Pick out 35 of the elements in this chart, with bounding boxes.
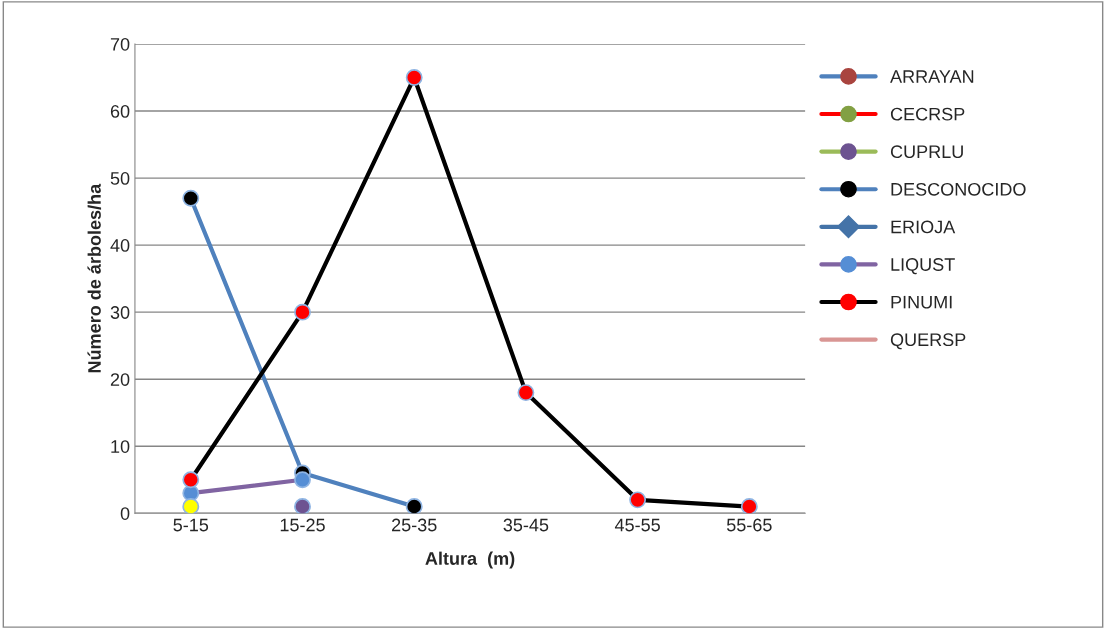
legend-label: CECRSP (890, 107, 965, 121)
point (517, 384, 535, 402)
point (182, 189, 200, 207)
legend-label: CUPRLU (890, 145, 963, 159)
point (629, 491, 647, 509)
legend-label: LIQUST (891, 258, 955, 275)
legend-label: ERIOJA (891, 220, 956, 234)
point (405, 498, 423, 514)
legend-label: ARRAYAN (890, 70, 974, 83)
y-tick-label: 20 (110, 373, 130, 386)
point (405, 69, 423, 86)
point (294, 471, 311, 489)
x-axis-title: Altura (m) (425, 551, 515, 569)
x-tick-label: 55-65 (726, 518, 772, 532)
y-tick-label: 30 (110, 306, 130, 319)
y-axis-title: Número de árboles/ha (87, 183, 102, 373)
x-tick-label: 5-15 (173, 518, 209, 532)
y-tick-label: 70 (110, 37, 130, 51)
x-tick-label: 25-35 (392, 518, 437, 532)
x-tick-label: 15-25 (280, 518, 325, 532)
point (182, 471, 200, 489)
y-tick-label: 40 (110, 239, 130, 252)
y-tick-label: 50 (110, 172, 130, 185)
point (740, 498, 758, 514)
y-tick-label: 60 (110, 105, 130, 118)
point (294, 498, 311, 514)
legend-label: PINUMI (891, 295, 952, 309)
y-tick-label: 10 (111, 440, 130, 453)
x-tick-label: 45-55 (614, 518, 660, 532)
x-tick-label: 35-45 (503, 518, 549, 532)
y-tick-label: 0 (120, 507, 130, 520)
legend-label: QUERSP (890, 333, 966, 350)
legend-label: DESCONOCIDO (891, 182, 1026, 196)
point (182, 498, 200, 514)
point (294, 303, 311, 321)
